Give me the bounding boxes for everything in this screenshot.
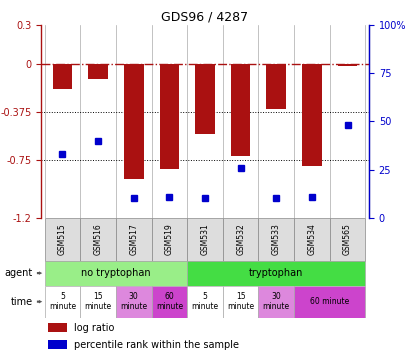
Text: time: time — [11, 297, 33, 307]
Text: 60 minute: 60 minute — [309, 297, 348, 306]
Bar — [301, 64, 321, 166]
Text: GSM534: GSM534 — [307, 223, 316, 255]
Text: GSM517: GSM517 — [129, 223, 138, 255]
Bar — [52, 64, 72, 89]
Bar — [80, 286, 116, 318]
Bar — [88, 64, 108, 79]
Text: no tryptophan: no tryptophan — [81, 268, 151, 278]
FancyBboxPatch shape — [45, 218, 80, 261]
Bar — [124, 64, 143, 179]
FancyBboxPatch shape — [293, 218, 329, 261]
Text: GSM519: GSM519 — [164, 223, 173, 255]
Text: 5
minute: 5 minute — [49, 292, 76, 311]
Bar — [222, 286, 258, 318]
Text: GSM531: GSM531 — [200, 223, 209, 255]
Text: 60
minute: 60 minute — [155, 292, 182, 311]
Text: tryptophan: tryptophan — [249, 268, 303, 278]
Title: GDS96 / 4287: GDS96 / 4287 — [161, 11, 248, 24]
FancyBboxPatch shape — [116, 218, 151, 261]
Bar — [45, 261, 187, 286]
Bar — [266, 64, 285, 109]
Text: 5
minute: 5 minute — [191, 292, 218, 311]
Text: GSM533: GSM533 — [271, 223, 280, 255]
FancyBboxPatch shape — [222, 218, 258, 261]
FancyBboxPatch shape — [187, 218, 222, 261]
Text: GSM516: GSM516 — [93, 223, 102, 255]
Bar — [47, 323, 67, 332]
FancyBboxPatch shape — [151, 218, 187, 261]
Bar — [159, 64, 179, 169]
Bar — [47, 340, 67, 349]
Bar — [337, 64, 357, 66]
Bar — [187, 286, 222, 318]
Text: 30
minute: 30 minute — [262, 292, 289, 311]
Bar — [45, 286, 80, 318]
Text: agent: agent — [4, 268, 33, 278]
Bar — [187, 261, 364, 286]
Text: GSM532: GSM532 — [236, 223, 245, 255]
Text: log ratio: log ratio — [74, 323, 114, 333]
Bar — [258, 286, 293, 318]
FancyBboxPatch shape — [258, 218, 293, 261]
Text: GSM515: GSM515 — [58, 223, 67, 255]
Text: 15
minute: 15 minute — [227, 292, 254, 311]
Bar — [116, 286, 151, 318]
Bar — [151, 286, 187, 318]
FancyBboxPatch shape — [329, 218, 364, 261]
Bar — [293, 286, 364, 318]
FancyBboxPatch shape — [80, 218, 116, 261]
Text: GSM565: GSM565 — [342, 223, 351, 255]
Text: percentile rank within the sample: percentile rank within the sample — [74, 340, 238, 350]
Text: 30
minute: 30 minute — [120, 292, 147, 311]
Bar — [195, 64, 214, 134]
Text: 15
minute: 15 minute — [84, 292, 111, 311]
Bar — [230, 64, 250, 156]
